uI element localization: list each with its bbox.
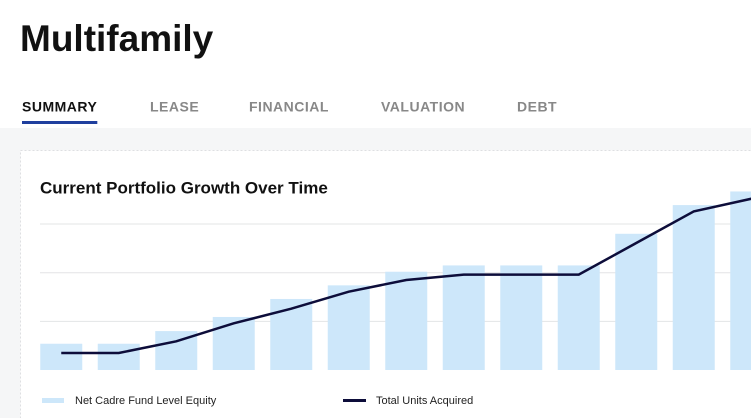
page-title: Multifamily bbox=[20, 18, 214, 59]
bar bbox=[40, 343, 83, 370]
bar bbox=[500, 265, 543, 370]
tab-underline bbox=[22, 121, 98, 124]
bar bbox=[442, 265, 485, 370]
tab[interactable]: VALUATION bbox=[381, 99, 465, 115]
tab[interactable]: FINANCIAL bbox=[249, 99, 329, 115]
bar bbox=[327, 285, 370, 370]
bar bbox=[730, 191, 751, 370]
bar bbox=[212, 316, 255, 370]
bar bbox=[385, 271, 428, 370]
bar bbox=[270, 298, 313, 370]
legend-swatch bbox=[42, 398, 64, 403]
chart-title: Current Portfolio Growth Over Time bbox=[40, 178, 328, 197]
legend-label: Total Units Acquired bbox=[376, 395, 473, 407]
bar bbox=[557, 265, 600, 370]
bar bbox=[97, 343, 140, 370]
bar bbox=[615, 233, 658, 370]
legend-label: Net Cadre Fund Level Equity bbox=[75, 395, 217, 407]
line bbox=[61, 197, 751, 355]
tab[interactable]: DEBT bbox=[517, 99, 557, 115]
bar bbox=[672, 205, 715, 370]
tab[interactable]: LEASE bbox=[150, 99, 199, 115]
tab[interactable]: SUMMARY bbox=[22, 99, 97, 115]
